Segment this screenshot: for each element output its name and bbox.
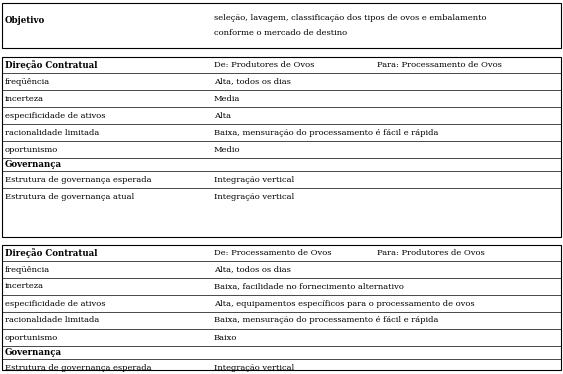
Text: freqüência: freqüência: [5, 266, 50, 273]
Text: racionalidade limitada: racionalidade limitada: [5, 316, 99, 325]
Text: Direção Contratual: Direção Contratual: [5, 248, 97, 258]
Text: Baixa, facilidade no fornecimento alternativo: Baixa, facilidade no fornecimento altern…: [214, 282, 404, 291]
Text: Estrutura de governança atual: Estrutura de governança atual: [5, 193, 134, 200]
Text: especificidade de ativos: especificidade de ativos: [5, 111, 105, 120]
Text: oportunismo: oportunismo: [5, 334, 58, 341]
Text: incerteza: incerteza: [5, 282, 43, 291]
Text: Integração vertical: Integração vertical: [214, 175, 294, 184]
Text: Integração vertical: Integração vertical: [214, 193, 294, 200]
Text: Alta, todos os dias: Alta, todos os dias: [214, 266, 291, 273]
Text: racionalidade limitada: racionalidade limitada: [5, 129, 99, 137]
Text: Alta: Alta: [214, 111, 231, 120]
Text: freqüência: freqüência: [5, 77, 50, 86]
Text: seleção, lavagem, classificação dos tipos de ovos e embalamento: seleção, lavagem, classificação dos tipo…: [214, 13, 486, 21]
Text: especificidade de ativos: especificidade de ativos: [5, 300, 105, 307]
Text: conforme o mercado de destino: conforme o mercado de destino: [214, 28, 347, 37]
Text: Alta, equipamentos específicos para o processamento de ovos: Alta, equipamentos específicos para o pr…: [214, 300, 475, 307]
Text: De: Produtores de Ovos: De: Produtores de Ovos: [214, 61, 314, 69]
Text: Direção Contratual: Direção Contratual: [5, 60, 97, 70]
Text: Baixa, mensuração do processamento é fácil e rápida: Baixa, mensuração do processamento é fác…: [214, 129, 439, 137]
Text: De: Processamento de Ovos: De: Processamento de Ovos: [214, 249, 332, 257]
Text: Baixo: Baixo: [214, 334, 238, 341]
Text: Objetivo: Objetivo: [5, 16, 44, 25]
Text: Integração vertical: Integração vertical: [214, 364, 294, 371]
Text: Baixa, mensuração do processamento é fácil e rápida: Baixa, mensuração do processamento é fác…: [214, 316, 439, 325]
Text: Alta, todos os dias: Alta, todos os dias: [214, 77, 291, 86]
Text: Estrutura de governança esperada: Estrutura de governança esperada: [5, 364, 151, 371]
Text: Para: Processamento de Ovos: Para: Processamento de Ovos: [377, 61, 502, 69]
Text: Para: Produtores de Ovos: Para: Produtores de Ovos: [377, 249, 485, 257]
Text: Medio: Medio: [214, 145, 240, 153]
Text: Estrutura de governança esperada: Estrutura de governança esperada: [5, 175, 151, 184]
Text: Governança: Governança: [5, 160, 61, 169]
Text: Governança: Governança: [5, 348, 61, 357]
Text: Media: Media: [214, 95, 240, 102]
Text: incerteza: incerteza: [5, 95, 43, 102]
Text: oportunismo: oportunismo: [5, 145, 58, 153]
